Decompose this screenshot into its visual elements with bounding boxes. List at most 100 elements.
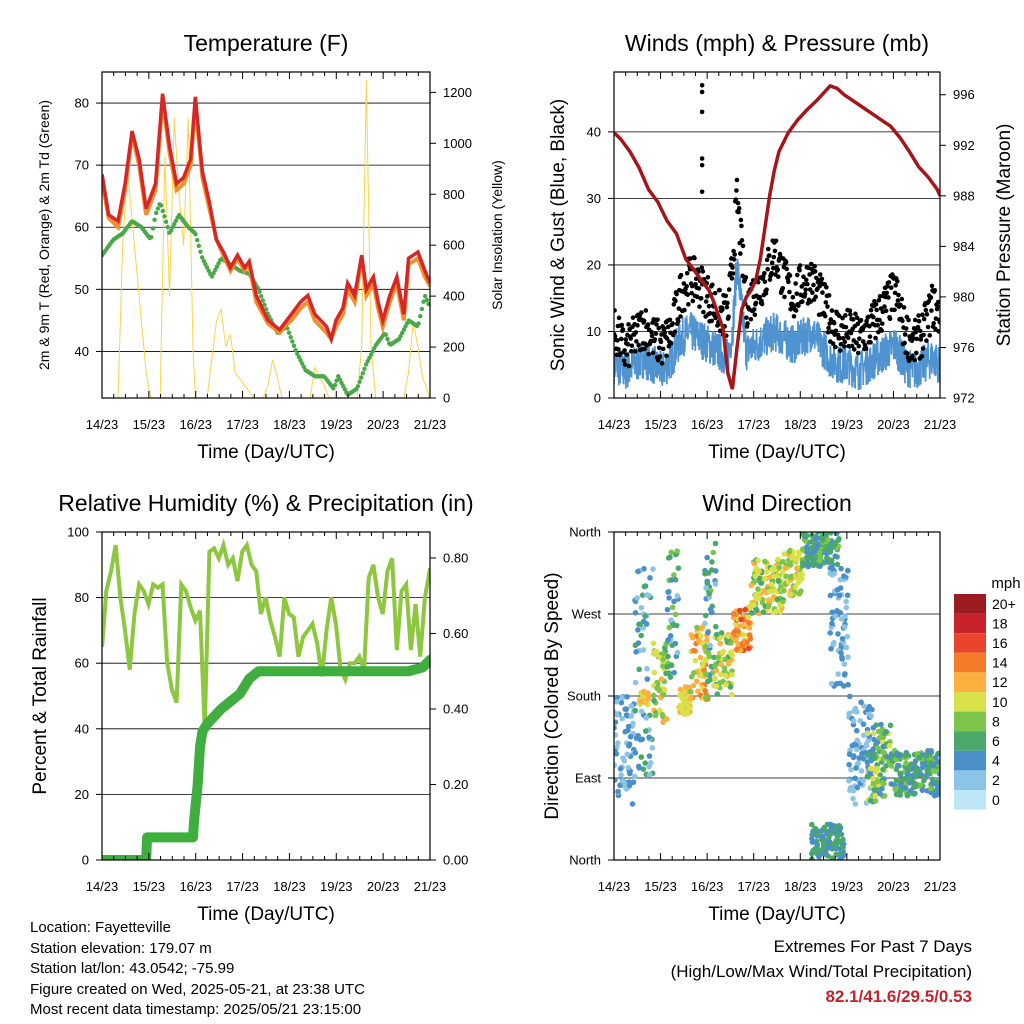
direction-point (794, 566, 800, 572)
panel-title: Temperature (F) (184, 30, 349, 56)
direction-point (695, 688, 701, 695)
direction-point (844, 592, 851, 599)
gust-point (847, 308, 853, 313)
gust-point (763, 291, 769, 296)
direction-point (903, 760, 909, 767)
direction-point (697, 654, 704, 661)
direction-point (660, 656, 666, 663)
gust-point (888, 285, 894, 290)
direction-point (823, 532, 830, 537)
direction-point (660, 692, 667, 698)
direction-point (874, 745, 881, 751)
direction-point (640, 766, 647, 772)
gust-point (724, 304, 730, 310)
gust-point (665, 324, 671, 330)
direction-point (756, 575, 763, 582)
gust-point (810, 290, 815, 295)
direction-point (664, 606, 671, 613)
colorbar-swatch (954, 770, 986, 790)
direction-point (671, 669, 677, 676)
gust-point (884, 290, 890, 296)
direction-point (669, 604, 676, 611)
x-axis-label: Time (Day/UTC) (197, 904, 335, 925)
y-right-tick-label: 980 (953, 289, 975, 304)
y-right-tick-label: 1200 (443, 85, 472, 100)
direction-point (858, 768, 865, 774)
gust-point (853, 311, 858, 317)
dewpoint-point (290, 339, 295, 344)
direction-point (870, 746, 877, 752)
dewpoint-point (209, 274, 215, 279)
gust-point (787, 289, 792, 295)
y-right-tick-label: 996 (953, 87, 975, 102)
colorbar-swatch (954, 750, 986, 771)
direction-point (898, 781, 904, 788)
gust-point (797, 263, 803, 268)
direction-point (775, 556, 781, 563)
direction-point (746, 624, 753, 631)
direction-point (928, 747, 934, 754)
direction-point (880, 749, 886, 755)
direction-point (671, 598, 677, 605)
gust-point (705, 294, 710, 299)
gust-point (873, 301, 879, 307)
dewpoint-point (383, 332, 389, 337)
direction-point (810, 549, 816, 556)
dewpoint-point (258, 293, 264, 299)
gust-point (935, 299, 940, 305)
dewpoint-point (299, 361, 305, 366)
gust-point (830, 341, 836, 346)
gust-point (833, 328, 839, 334)
gust-point (843, 324, 849, 330)
gust-point (659, 332, 664, 337)
pressure-line (614, 83, 940, 390)
gust-point (616, 315, 622, 321)
gust-point (902, 332, 908, 337)
y-tick-label: North (569, 525, 601, 540)
dewpoint-point (421, 299, 426, 304)
dewpoint-point (162, 214, 167, 219)
direction-point (774, 596, 781, 603)
x-axis-label: Time (Day/UTC) (708, 442, 846, 463)
gust-point (614, 334, 618, 339)
colorbar-label: 8 (992, 713, 1000, 729)
direction-point (853, 746, 860, 753)
direction-point (733, 646, 740, 653)
gust-point (664, 353, 669, 359)
direction-point (821, 824, 828, 831)
direction-point (629, 801, 636, 807)
gust-point (917, 328, 923, 334)
gust-point (769, 260, 775, 266)
gust-point (784, 266, 789, 272)
gust-point (700, 269, 706, 274)
gust-point (740, 243, 746, 249)
direction-point (897, 792, 903, 798)
extremes-box: Extremes For Past 7 Days (High/Low/Max W… (671, 934, 972, 1009)
colorbar-swatch (954, 731, 986, 751)
gust-point (831, 320, 837, 326)
gust-point (914, 350, 919, 356)
x-tick-label: 19/23 (831, 879, 864, 894)
direction-point (668, 662, 675, 669)
direction-point (719, 649, 726, 656)
gust-point (863, 346, 869, 351)
direction-point (636, 666, 643, 673)
gust-point (887, 316, 893, 322)
gust-point (658, 339, 664, 345)
direction-point (630, 720, 636, 727)
gust-point (854, 340, 859, 346)
direction-point (879, 785, 885, 792)
direction-point (833, 851, 840, 858)
direction-point (868, 713, 874, 719)
direction-point (787, 591, 794, 598)
direction-point (707, 676, 714, 683)
gust-point (895, 278, 900, 284)
direction-point (658, 676, 665, 682)
dewpoint-point (196, 243, 202, 249)
direction-point (898, 787, 904, 794)
gust-point (744, 315, 749, 320)
gust-point (801, 281, 807, 287)
direction-point (825, 845, 831, 851)
direction-point (781, 551, 787, 557)
x-tick-label: 19/23 (320, 879, 353, 894)
